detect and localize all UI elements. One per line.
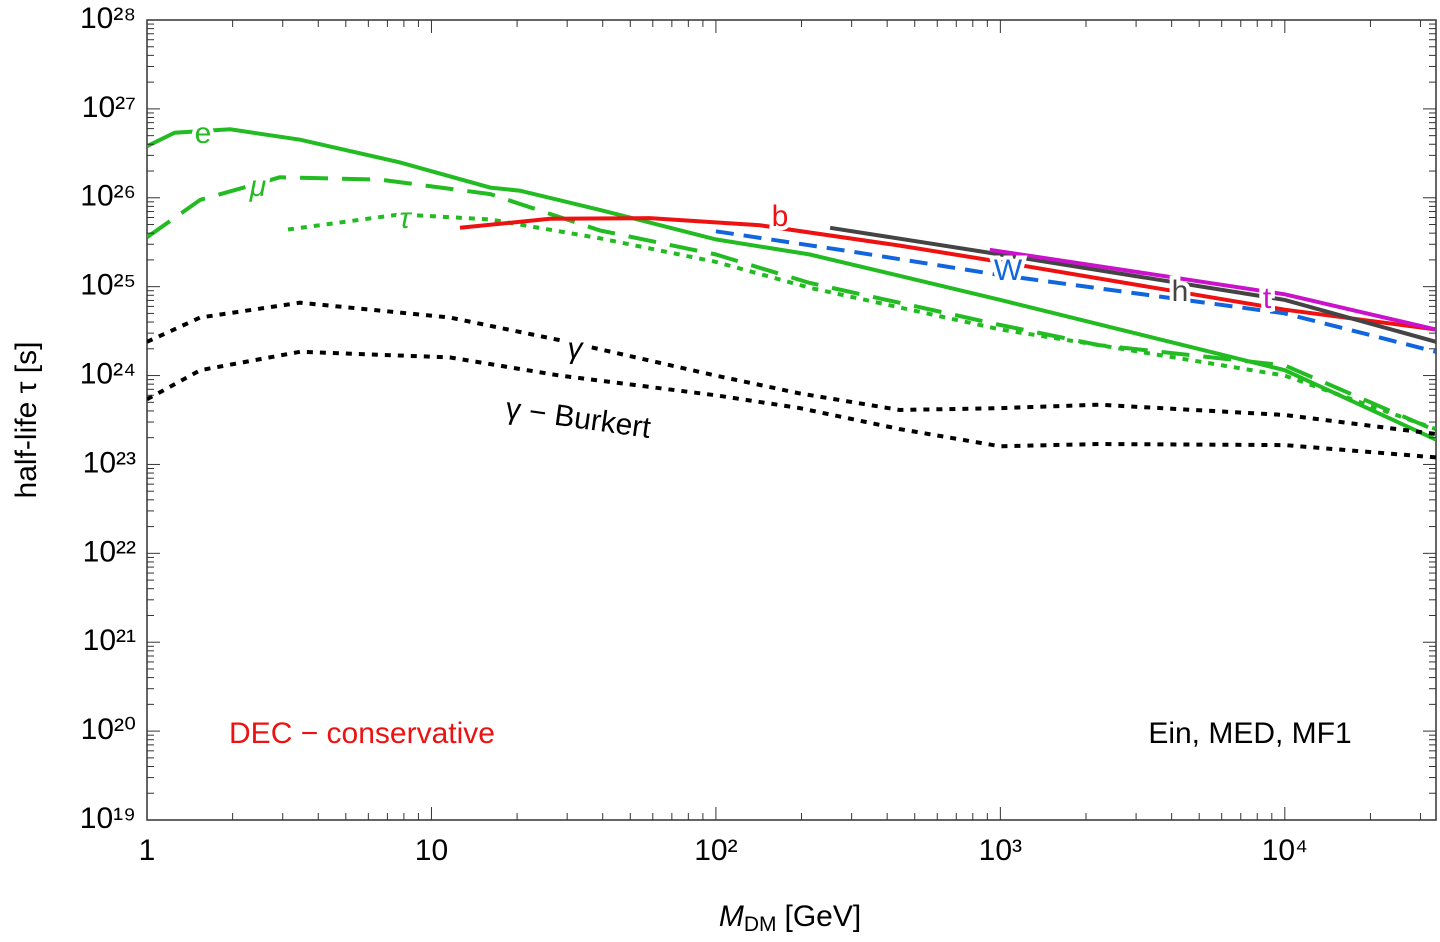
y-tick-label: 10²³	[83, 446, 136, 479]
series-label: γ − Burkert	[504, 392, 654, 445]
series-line	[459, 216, 1436, 332]
y-tick-label: 10¹⁹	[80, 802, 136, 835]
series-label: b	[772, 200, 789, 233]
y-tick-label: 10²⁷	[82, 91, 136, 124]
annotation: Ein, MED, MF1	[1148, 717, 1351, 750]
series-line	[829, 225, 1436, 344]
x-tick-label: 10²	[694, 834, 737, 867]
series-line	[287, 212, 1436, 431]
y-tick-label: 10²⁰	[81, 713, 136, 746]
series-line	[989, 247, 1436, 332]
y-tick-label: 10²⁴	[80, 357, 136, 390]
x-label-symbol: M	[719, 900, 744, 933]
series-label: e	[195, 117, 212, 150]
annotation: DEC − conservative	[229, 717, 495, 750]
plot-frame	[146, 19, 1437, 821]
series-label: W	[994, 254, 1023, 287]
series-line	[147, 175, 1436, 433]
x-tick-label: 10³	[979, 834, 1022, 867]
series-label: μ	[249, 170, 266, 203]
x-label-subscript: DM	[744, 913, 777, 936]
series-label: γ	[568, 332, 585, 365]
x-axis-label: MDM [GeV]	[719, 900, 861, 936]
y-tick-label: 10²⁶	[80, 180, 136, 213]
y-axis-label: half-life τ [s]	[10, 342, 43, 499]
series-label: h	[1172, 275, 1189, 308]
y-tick-label: 10²⁵	[80, 269, 136, 302]
x-tick-label: 10⁴	[1262, 834, 1308, 867]
series-line	[147, 349, 1436, 460]
y-tick-label: 10²¹	[83, 624, 136, 657]
series-line	[147, 127, 1436, 442]
series-line	[715, 229, 1436, 354]
y-tick-label: 10²²	[83, 535, 136, 568]
x-label-unit: [GeV]	[784, 900, 861, 933]
y-tick-label: 10²⁸	[80, 2, 136, 35]
x-tick-label: 1	[139, 834, 156, 867]
plot-lines	[147, 127, 1436, 460]
series-label: τ	[399, 202, 412, 235]
x-tick-label: 10	[415, 834, 448, 867]
series-line	[147, 300, 1436, 436]
series-label: t	[1263, 282, 1272, 315]
